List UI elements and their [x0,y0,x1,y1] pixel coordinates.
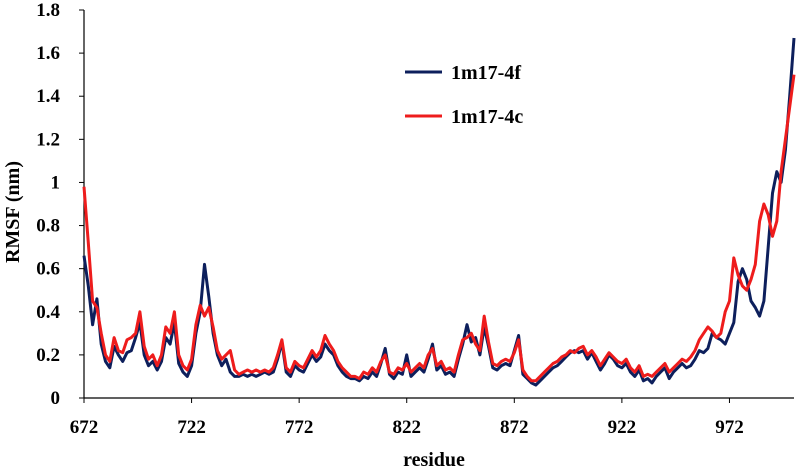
x-tick-label: 872 [500,417,529,438]
y-tick-label: 1.8 [36,0,60,21]
axes [83,10,794,399]
legend-label-1m17-4f: 1m17-4f [451,62,521,84]
legend: 1m17-4f 1m17-4c [405,62,523,128]
series-group [82,37,796,387]
y-tick-label: 0.8 [36,216,60,237]
y-tick-label: 1.2 [36,129,60,150]
y-tick-label: 1.6 [36,43,60,64]
y-tick-label: 0.2 [36,345,60,366]
y-tick-label: 0 [51,388,61,409]
x-tick-label: 672 [70,417,99,438]
y-tick-label: 0.6 [36,259,60,280]
x-tick-label: 722 [177,417,206,438]
y-tick-label: 0.4 [36,302,60,323]
x-tick-label: 922 [608,417,637,438]
y-tick-label: 1.4 [36,86,60,107]
ticks: 672 722 772 822 872 922 972 0 0.2 0.4 0.6 0.8 1 1.2 1.… [36,0,743,438]
legend-label-1m17-4c: 1m17-4c [451,106,523,128]
y-axis-title: RMSF (nm) [2,161,24,263]
x-tick-label: 772 [285,417,314,438]
x-axis-title: residue [403,449,465,469]
series-line-1m17-4c [82,74,796,383]
series-line-1m17-4f [82,37,796,387]
x-tick-label: 972 [715,417,744,438]
y-tick-label: 1 [51,172,61,193]
x-tick-label: 822 [392,417,421,438]
